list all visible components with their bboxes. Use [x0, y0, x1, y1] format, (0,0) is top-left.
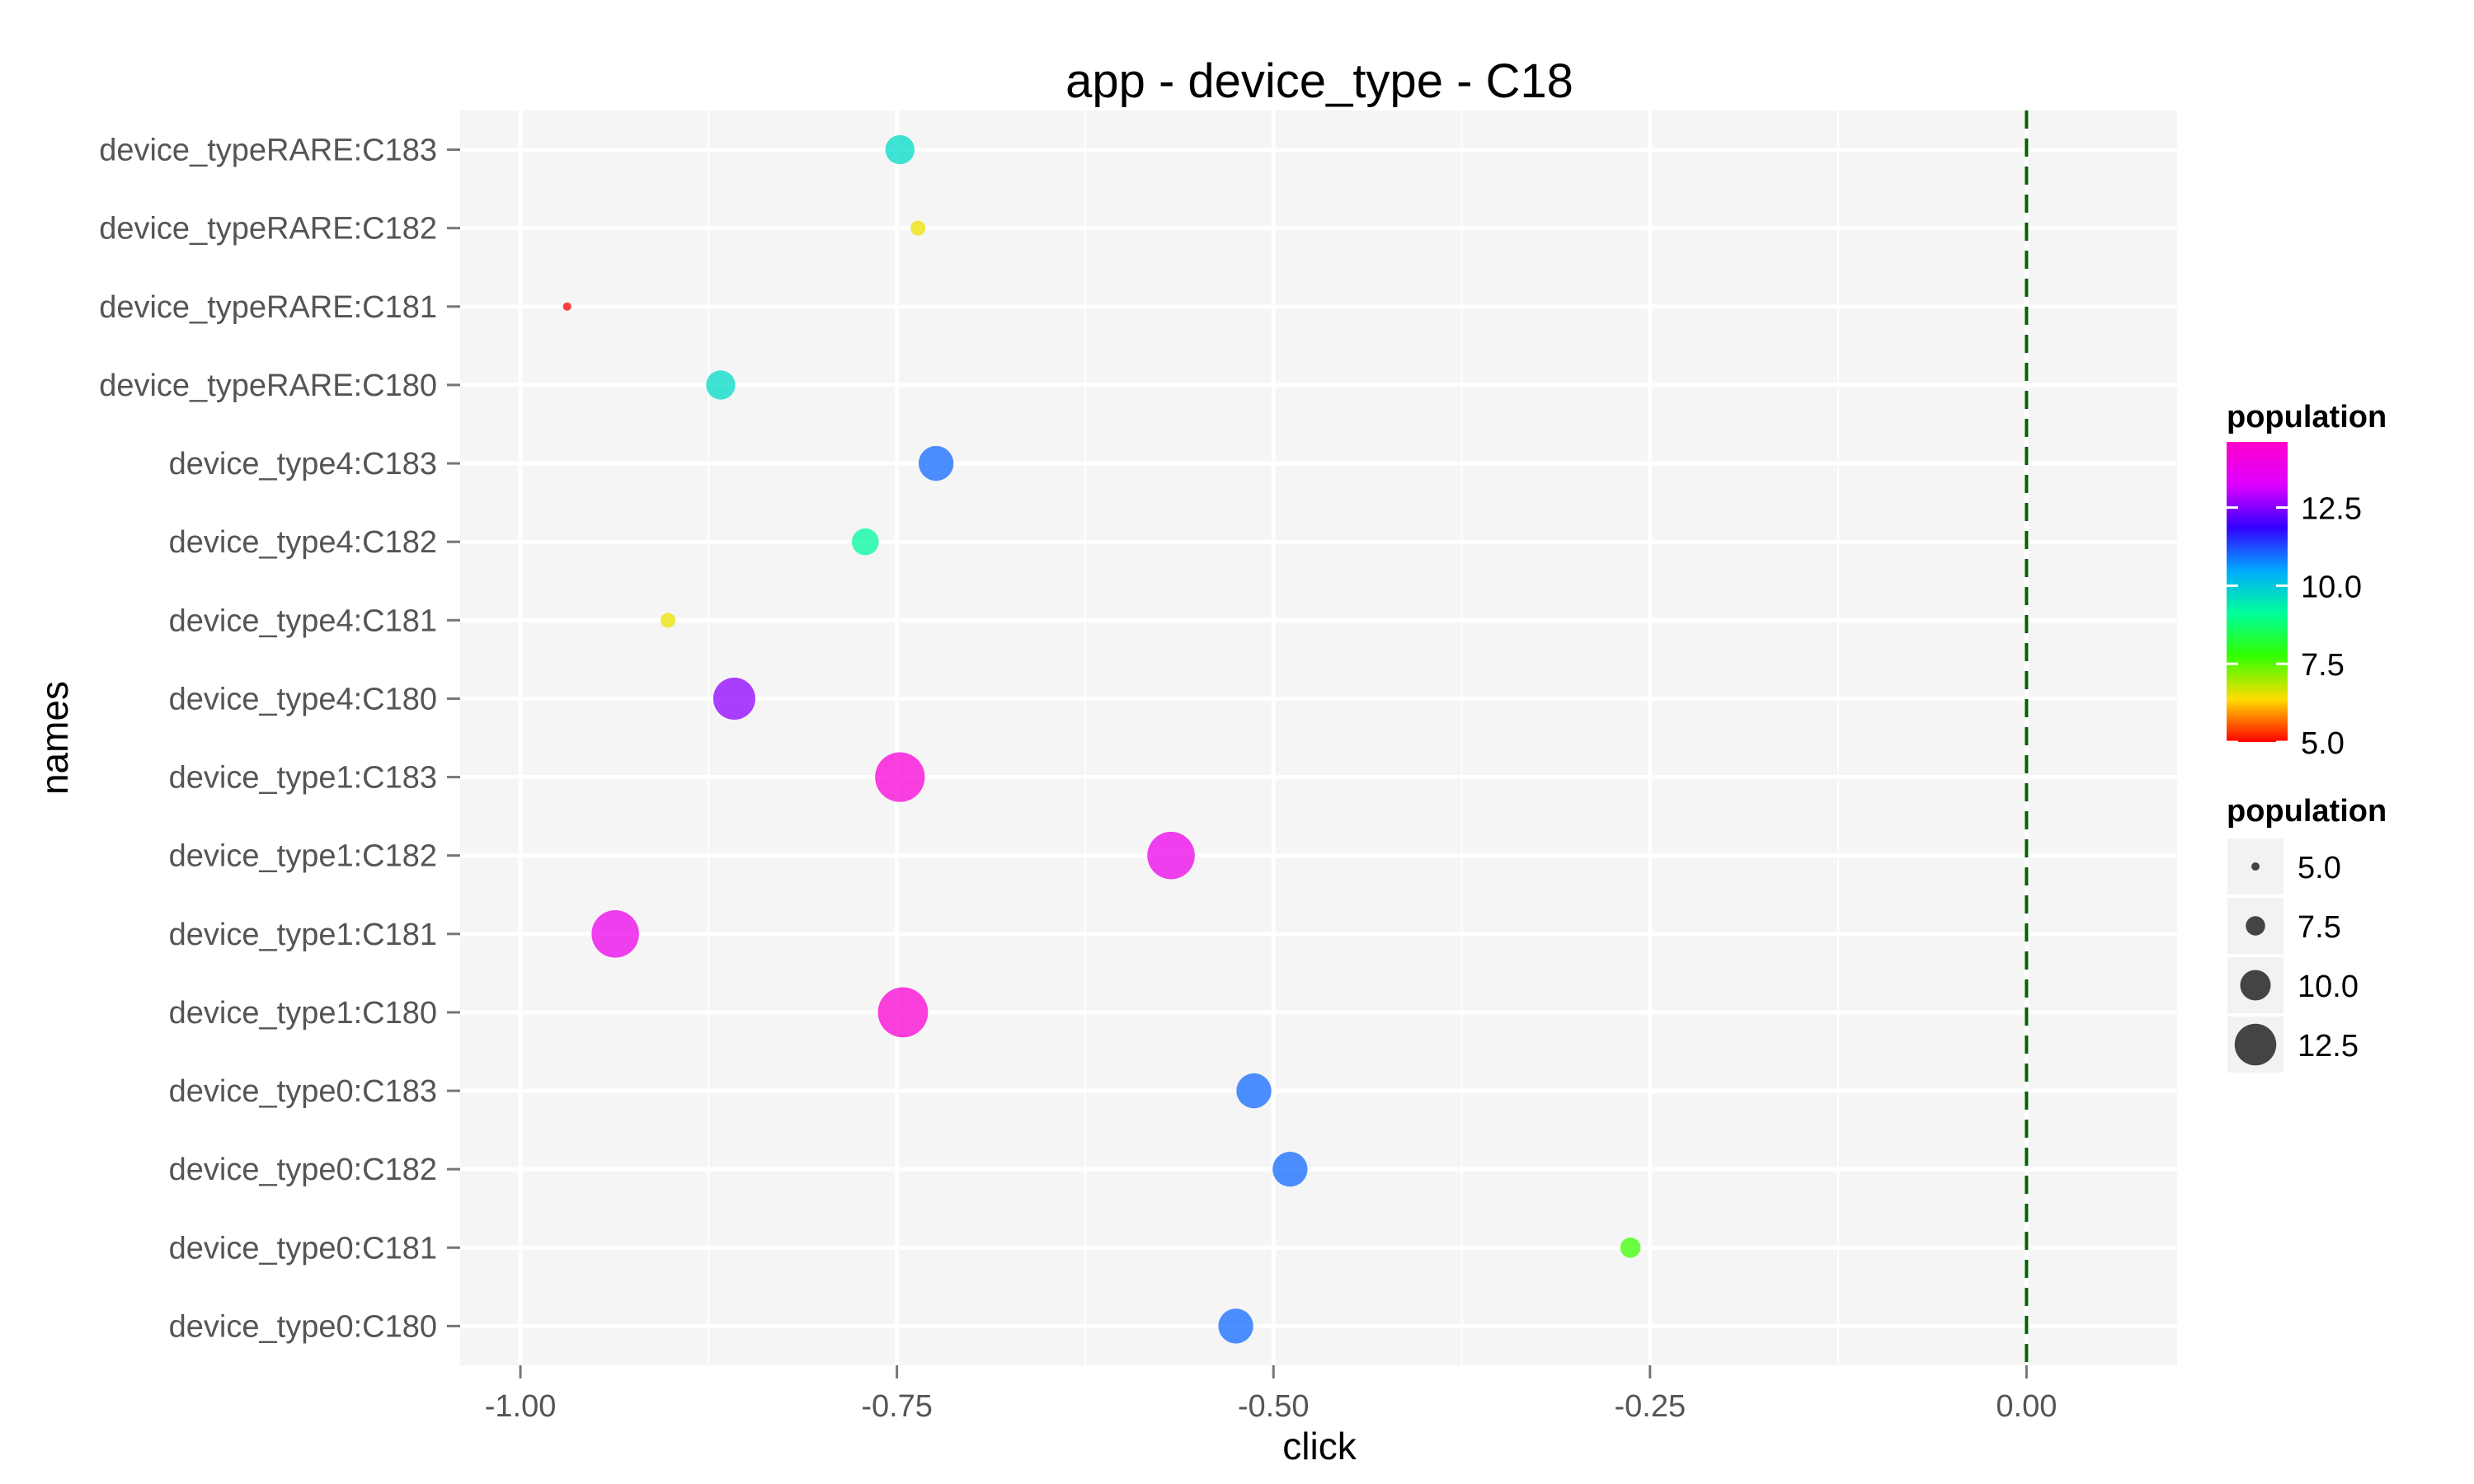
data-point [1272, 1151, 1308, 1187]
x-axis-ticks: -1.00 -0.75 -0.50 -0.25 0.00 [485, 1365, 2057, 1424]
y-tick-label: device_type1:C183 [169, 761, 437, 796]
x-tick-label: -1.00 [485, 1389, 557, 1424]
x-tick-label: -0.75 [861, 1389, 933, 1424]
y-tick-label: device_type4:C183 [169, 447, 437, 481]
y-tick-label: device_typeRARE:C180 [99, 369, 437, 403]
data-point [877, 987, 929, 1038]
size-key-label: 5.0 [2298, 851, 2341, 885]
plot-panel [460, 110, 2177, 1365]
data-point [910, 220, 926, 236]
data-point [875, 752, 925, 802]
data-point [591, 910, 639, 958]
data-point [851, 528, 879, 556]
data-point [562, 302, 571, 311]
y-tick-label: device_typeRARE:C181 [99, 290, 437, 325]
y-tick-label: device_typeRARE:C183 [99, 134, 437, 168]
color-tick-label: 7.5 [2301, 648, 2345, 683]
data-points [562, 134, 1641, 1344]
data-point [1218, 1308, 1253, 1344]
data-point [1236, 1073, 1272, 1109]
data-point [706, 370, 736, 400]
color-legend-ticks: 5.0 7.5 10.0 12.5 [2227, 492, 2362, 761]
data-point [1620, 1237, 1641, 1258]
data-point [885, 134, 915, 165]
size-key-label: 12.5 [2298, 1029, 2359, 1064]
color-legend: population 5.0 7.5 10.0 12.5 [2227, 400, 2387, 761]
size-key-label: 7.5 [2298, 910, 2341, 945]
y-tick-label: device_type4:C180 [169, 682, 437, 716]
y-tick-label: device_type1:C181 [169, 918, 437, 952]
x-tick-label: -0.50 [1238, 1389, 1310, 1424]
color-tick-label: 10.0 [2301, 570, 2362, 604]
size-key-dot [2251, 862, 2260, 871]
y-tick-label: device_type0:C183 [169, 1074, 437, 1109]
size-key-dot [2246, 916, 2265, 936]
color-tick-label: 5.0 [2301, 726, 2345, 761]
y-tick-label: device_type0:C180 [169, 1309, 437, 1344]
y-tick-label: device_type0:C182 [169, 1153, 437, 1187]
x-tick-label: -0.25 [1614, 1389, 1686, 1424]
size-legend: population 5.0 7.5 10.0 12.5 [2226, 794, 2387, 1074]
y-tick-label: device_type4:C181 [169, 603, 437, 638]
size-key-dot [2240, 970, 2271, 1001]
size-key-label: 10.0 [2298, 970, 2359, 1004]
y-tick-label: device_type4:C182 [169, 525, 437, 560]
y-axis-ticks: device_typeRARE:C183 device_typeRARE:C182… [99, 134, 460, 1344]
y-axis-title: names [33, 681, 76, 795]
data-point [1147, 831, 1195, 880]
color-tick-label: 12.5 [2301, 492, 2362, 527]
grid-lines [460, 110, 2177, 1365]
y-tick-label: device_type0:C181 [169, 1231, 437, 1266]
color-legend-bar [2227, 442, 2288, 742]
color-legend-title: population [2227, 400, 2387, 434]
size-legend-items: 5.0 7.5 10.0 12.5 [2226, 837, 2359, 1074]
chart-title: app - device_type - C18 [1065, 54, 1573, 108]
y-tick-label: device_typeRARE:C182 [99, 212, 437, 247]
x-tick-label: 0.00 [1996, 1389, 2057, 1424]
y-tick-label: device_type1:C182 [169, 839, 437, 874]
x-axis-title: click [1282, 1425, 1357, 1468]
data-point [918, 445, 954, 481]
y-tick-label: device_type1:C180 [169, 996, 437, 1031]
size-legend-title: population [2227, 794, 2387, 829]
data-point [713, 677, 755, 720]
data-point [660, 613, 676, 628]
size-key-dot [2234, 1023, 2277, 1066]
